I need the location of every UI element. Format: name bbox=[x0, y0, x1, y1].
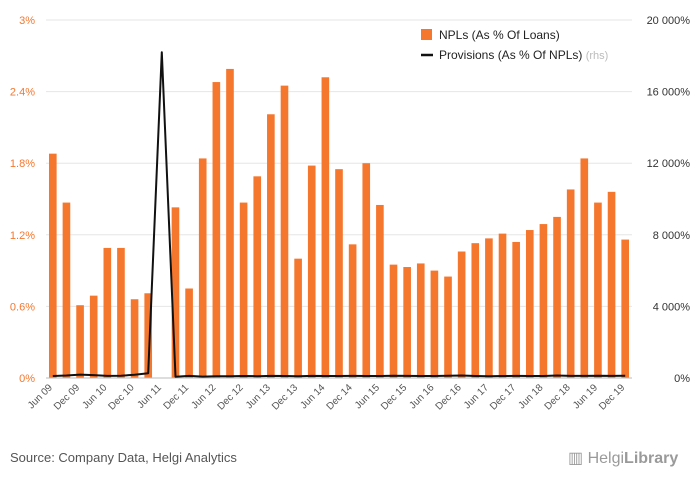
npl-bar bbox=[444, 276, 452, 378]
npl-bar bbox=[117, 247, 125, 378]
x-tick-label: Jun 14 bbox=[298, 382, 327, 411]
npl-bar bbox=[48, 153, 57, 378]
x-tick-label: Dec 13 bbox=[270, 382, 300, 412]
npl-bar bbox=[76, 305, 84, 378]
npl-bar bbox=[607, 191, 616, 378]
x-tick-label: Jun 17 bbox=[462, 382, 491, 411]
x-tick-label: Dec 09 bbox=[52, 382, 82, 412]
y-tick-label: 2.4% bbox=[10, 87, 35, 99]
npl-bar bbox=[185, 288, 193, 378]
npl-bar bbox=[226, 68, 234, 378]
source-note: Source: Company Data, Helgi Analytics bbox=[10, 450, 237, 465]
x-tick-label: Dec 17 bbox=[488, 382, 518, 412]
npl-bar bbox=[403, 267, 411, 378]
legend-swatch-npl bbox=[421, 29, 432, 40]
npl-bar bbox=[267, 114, 275, 379]
y-tick-label: 1.2% bbox=[10, 230, 35, 242]
npl-bar bbox=[253, 176, 262, 378]
npl-bar bbox=[376, 204, 384, 378]
npl-bar bbox=[594, 202, 602, 378]
x-tick-label: Jun 16 bbox=[408, 382, 437, 411]
logo-icon: ▥ bbox=[568, 450, 584, 467]
x-tick-label: Dec 10 bbox=[107, 382, 137, 412]
y2-tick-label: 8 000% bbox=[653, 230, 691, 242]
npl-bar bbox=[144, 293, 153, 378]
y2-tick-label: 20 000% bbox=[647, 15, 691, 27]
npl-bar bbox=[294, 258, 302, 378]
x-tick-label: Dec 14 bbox=[325, 382, 355, 412]
npl-bar bbox=[171, 207, 180, 378]
npl-bar bbox=[239, 202, 248, 378]
helgi-library-logo: ▥ HelgiLibrary bbox=[568, 448, 678, 468]
npl-bar bbox=[416, 263, 425, 378]
x-tick-label: Dec 16 bbox=[434, 382, 464, 412]
x-tick-label: Dec 11 bbox=[162, 382, 192, 412]
npl-bar bbox=[498, 233, 507, 378]
x-tick-label: Dec 19 bbox=[597, 382, 627, 412]
npl-bar bbox=[130, 299, 139, 378]
y2-tick-label: 12 000% bbox=[647, 158, 691, 170]
npl-bar bbox=[212, 82, 221, 378]
npl-bar bbox=[321, 77, 330, 378]
npl-bar bbox=[280, 85, 289, 378]
npl-bar bbox=[362, 163, 371, 378]
provisions-line bbox=[52, 51, 626, 378]
npl-bar bbox=[566, 189, 575, 378]
x-tick-label: Dec 12 bbox=[216, 382, 246, 412]
npl-bar bbox=[389, 264, 398, 378]
npl-bar bbox=[485, 238, 493, 378]
x-tick-label: Dec 18 bbox=[543, 382, 573, 412]
x-tick-label: Jun 15 bbox=[353, 382, 382, 411]
y2-tick-label: 4 000% bbox=[653, 301, 691, 313]
x-tick-label: Jun 18 bbox=[517, 382, 546, 411]
npl-bar bbox=[512, 241, 520, 378]
npl-bar bbox=[103, 247, 112, 378]
npl-bar bbox=[89, 295, 98, 378]
npl-bar bbox=[621, 239, 630, 378]
logo-text-part2: Library bbox=[624, 450, 679, 467]
npl-bar bbox=[580, 158, 589, 378]
npl-bar bbox=[307, 165, 316, 378]
y-tick-label: 1.8% bbox=[10, 158, 35, 170]
logo-text-part1: Helgi bbox=[587, 450, 625, 467]
npl-bar bbox=[348, 244, 357, 378]
npl-bar bbox=[335, 169, 343, 378]
x-tick-label: Jun 13 bbox=[244, 382, 273, 411]
x-tick-label: Dec 15 bbox=[379, 382, 409, 412]
y2-tick-label: 0% bbox=[674, 373, 690, 385]
y-tick-label: 0.6% bbox=[10, 301, 35, 313]
npl-bar bbox=[457, 251, 466, 378]
x-tick-label: Jun 10 bbox=[80, 382, 109, 411]
legend-label-provisions: Provisions (As % Of NPLs) (rhs) bbox=[439, 48, 608, 62]
npl-bar bbox=[539, 224, 548, 378]
legend-label-npl: NPLs (As % Of Loans) bbox=[439, 28, 560, 42]
x-tick-label: Jun 19 bbox=[571, 382, 600, 411]
x-tick-label: Jun 11 bbox=[135, 382, 164, 411]
npl-bar bbox=[525, 230, 534, 378]
y-tick-label: 0% bbox=[19, 373, 35, 385]
npl-bar bbox=[553, 216, 561, 378]
x-tick-label: Jun 12 bbox=[189, 382, 218, 411]
x-tick-label: Jun 09 bbox=[26, 382, 55, 411]
npl-bar bbox=[198, 158, 207, 378]
legend-rhs-note: (rhs) bbox=[586, 50, 609, 62]
npl-bar bbox=[62, 202, 71, 378]
npl-bar bbox=[430, 270, 439, 378]
npl-bar bbox=[471, 243, 480, 378]
legend: NPLs (As % Of Loans) Provisions (As % Of … bbox=[421, 28, 608, 62]
y-tick-label: 3% bbox=[19, 15, 35, 27]
y2-tick-label: 16 000% bbox=[647, 87, 691, 99]
